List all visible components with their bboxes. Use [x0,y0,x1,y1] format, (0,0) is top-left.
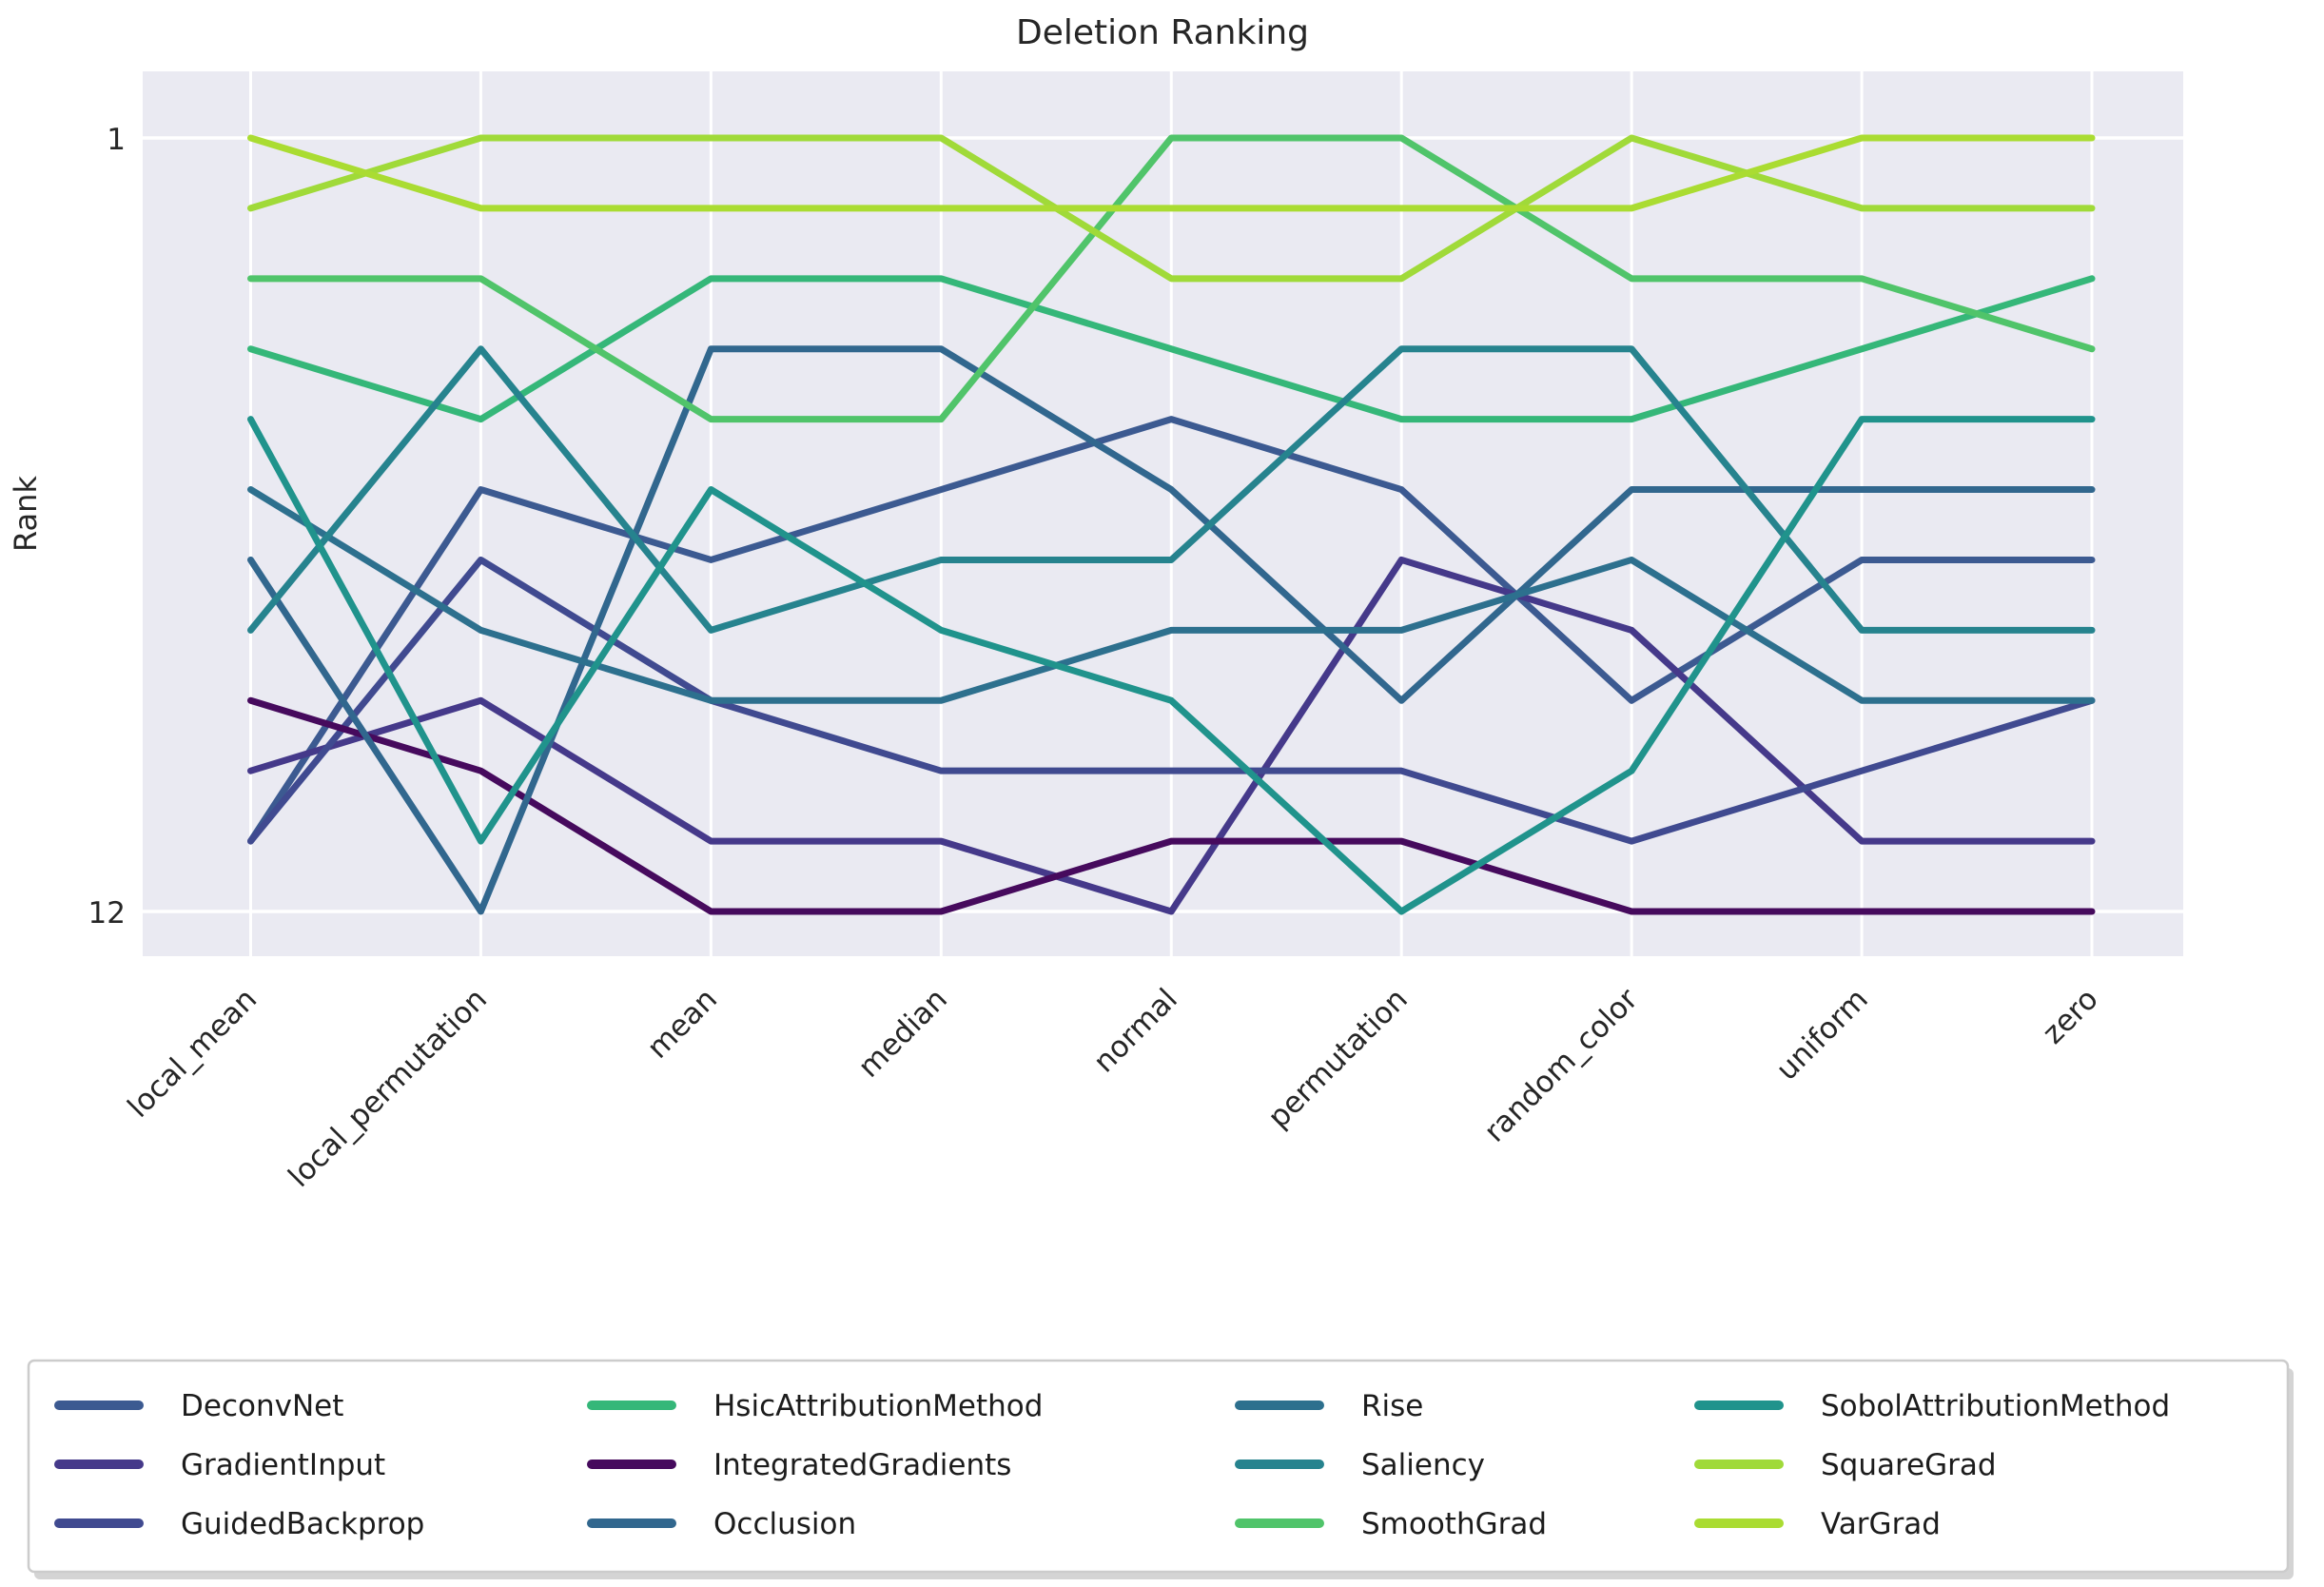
legend-chip-VarGrad [1694,1518,1784,1528]
x-tick-label-permutation: permutation [1261,982,1415,1135]
legend-chip-SmoothGrad [1235,1518,1324,1528]
legend-label-Rise: Rise [1361,1389,1423,1423]
legend-chip-IntegratedGradients [587,1460,676,1469]
y-tick-label-1: 1 [107,123,126,157]
series-line-GradientInput [247,556,2096,915]
legend: DeconvNet GradientInput GuidedBackprop Hsic… [27,1359,2294,1579]
legend-chip-GuidedBackprop [54,1518,144,1528]
legend-label-DeconvNet: DeconvNet [181,1389,343,1423]
series-line-SquareGrad [247,134,2096,283]
legend-items: DeconvNet GradientInput GuidedBackprop Hsic… [54,1389,2170,1541]
legend-label-IntegratedGradients: IntegratedGradients [713,1448,1011,1482]
series-lines [247,134,2096,915]
legend-label-SquareGrad: SquareGrad [1821,1448,1997,1482]
legend-chip-GradientInput [54,1460,144,1469]
series-line-SobolAttributionMethod [247,416,2096,915]
legend-chip-Occlusion [587,1518,676,1528]
legend-label-SobolAttributionMethod: SobolAttributionMethod [1821,1389,2170,1423]
legend-label-Saliency: Saliency [1361,1448,1485,1482]
series-line-HsicAttributionMethod [247,275,2096,423]
legend-chip-DeconvNet [54,1401,144,1410]
series-line-SmoothGrad [247,134,2096,423]
legend-chip-HsicAttributionMethod [587,1401,676,1410]
legend-label-HsicAttributionMethod: HsicAttributionMethod [713,1389,1043,1423]
legend-chip-Rise [1235,1401,1324,1410]
x-tick-label-uniform: uniform [1769,982,1874,1087]
chart-title: Deletion Ranking [1016,13,1309,52]
y-tick-label-12: 12 [88,896,126,931]
legend-chip-SobolAttributionMethod [1694,1401,1784,1410]
x-tick-label-zero: zero [2036,982,2104,1050]
series-line-DeconvNet [247,416,2096,845]
legend-label-Occlusion: Occlusion [713,1507,856,1541]
legend-label-SmoothGrad: SmoothGrad [1361,1507,1547,1541]
legend-label-VarGrad: VarGrad [1821,1507,1941,1541]
x-tick-label-mean: mean [640,982,724,1066]
x-tick-labels: local_mean local_permutation mean median nor… [121,982,2104,1194]
x-tick-label-local_permutation: local_permutation [282,982,494,1194]
series-line-GuidedBackprop [247,556,2096,845]
series-line-IntegratedGradients [247,696,2096,915]
legend-label-GradientInput: GradientInput [181,1448,385,1482]
y-axis-label: Rank [8,476,44,552]
series-line-VarGrad [247,134,2096,212]
legend-label-GuidedBackprop: GuidedBackprop [181,1507,424,1541]
x-tick-label-local_mean: local_mean [121,982,264,1125]
x-tick-label-random_color: random_color [1477,982,1645,1149]
series-line-Rise [247,486,2096,704]
x-tick-label-normal: normal [1087,982,1184,1079]
plot-area [143,71,2183,956]
x-tick-label-median: median [851,982,954,1085]
legend-chip-SquareGrad [1694,1460,1784,1469]
legend-chip-Saliency [1235,1460,1324,1469]
